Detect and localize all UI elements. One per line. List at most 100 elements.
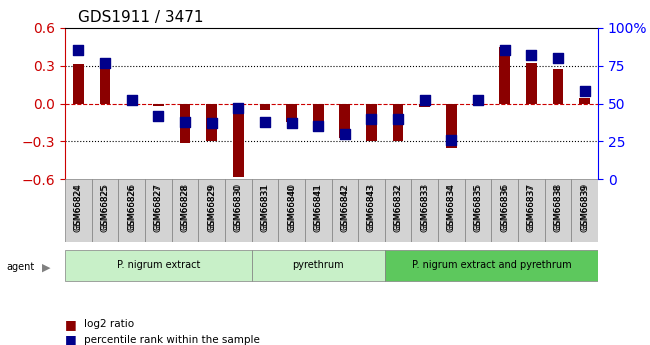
Text: GSM66824: GSM66824 [74, 184, 83, 230]
Text: GSM66834: GSM66834 [447, 183, 456, 231]
Text: GSM66828: GSM66828 [181, 183, 189, 231]
FancyBboxPatch shape [411, 179, 438, 242]
Bar [419, 104, 430, 107]
Text: GSM66837: GSM66837 [527, 184, 536, 230]
Point [126, 98, 137, 103]
FancyBboxPatch shape [305, 179, 332, 242]
Text: P. nigrum extract and pyrethrum: P. nigrum extract and pyrethrum [411, 260, 571, 270]
Text: GSM66829: GSM66829 [207, 184, 216, 230]
FancyBboxPatch shape [145, 179, 172, 242]
Text: GSM66833: GSM66833 [421, 183, 429, 232]
FancyBboxPatch shape [252, 179, 278, 242]
Text: GSM66843: GSM66843 [367, 183, 376, 231]
Bar [73, 64, 84, 104]
Bar [446, 104, 457, 148]
Point [446, 137, 456, 143]
Point [500, 48, 510, 53]
FancyBboxPatch shape [118, 179, 145, 242]
Text: ■: ■ [65, 333, 77, 345]
FancyBboxPatch shape [198, 179, 225, 242]
FancyBboxPatch shape [358, 179, 385, 242]
Bar [99, 63, 111, 104]
Bar [393, 104, 404, 141]
Text: GSM66834: GSM66834 [447, 184, 456, 230]
Text: GSM66837: GSM66837 [527, 183, 536, 232]
Text: GSM66841: GSM66841 [314, 184, 322, 230]
Point [313, 124, 324, 129]
Point [580, 89, 590, 94]
Point [259, 119, 270, 125]
Text: GSM66830: GSM66830 [234, 183, 242, 232]
FancyBboxPatch shape [571, 179, 598, 242]
Text: GSM66825: GSM66825 [101, 183, 109, 231]
Point [233, 105, 244, 111]
Bar [339, 104, 350, 138]
Text: GSM66840: GSM66840 [287, 183, 296, 231]
Text: ▶: ▶ [42, 263, 51, 272]
Text: GSM66839: GSM66839 [580, 184, 589, 230]
Text: GSM66838: GSM66838 [554, 184, 562, 230]
Text: agent: agent [6, 263, 34, 272]
Bar [366, 104, 377, 141]
Text: GSM66828: GSM66828 [181, 184, 189, 230]
Text: GSM66841: GSM66841 [314, 183, 322, 231]
Text: GSM66838: GSM66838 [554, 183, 562, 232]
Point [553, 55, 564, 61]
Text: GSM66832: GSM66832 [394, 184, 402, 230]
Text: percentile rank within the sample: percentile rank within the sample [84, 335, 261, 345]
Text: GSM66836: GSM66836 [500, 184, 509, 230]
Point [73, 48, 83, 53]
Text: GSM66840: GSM66840 [287, 184, 296, 230]
Point [339, 131, 350, 137]
Point [420, 98, 430, 103]
Text: GDS1911 / 3471: GDS1911 / 3471 [78, 10, 203, 25]
FancyBboxPatch shape [252, 250, 385, 281]
Point [367, 116, 377, 121]
Text: GSM66833: GSM66833 [421, 184, 429, 230]
Text: GSM66831: GSM66831 [261, 184, 269, 230]
FancyBboxPatch shape [385, 179, 411, 242]
FancyBboxPatch shape [385, 250, 598, 281]
Bar [552, 69, 564, 104]
Text: GSM66830: GSM66830 [234, 184, 242, 230]
FancyBboxPatch shape [225, 179, 252, 242]
Point [100, 60, 110, 65]
Text: GSM66832: GSM66832 [394, 183, 402, 231]
Text: P. nigrum extract: P. nigrum extract [116, 260, 200, 270]
Bar [233, 104, 244, 177]
Point [153, 113, 164, 118]
Point [526, 52, 537, 58]
Text: GSM66827: GSM66827 [154, 184, 162, 230]
Text: GSM66843: GSM66843 [367, 184, 376, 230]
Text: GSM66825: GSM66825 [101, 184, 109, 230]
FancyBboxPatch shape [332, 179, 358, 242]
Text: GSM66827: GSM66827 [154, 183, 162, 231]
FancyBboxPatch shape [518, 179, 545, 242]
Text: GSM66842: GSM66842 [341, 184, 349, 230]
Point [473, 98, 484, 103]
Point [287, 120, 297, 126]
Text: GSM66842: GSM66842 [341, 183, 349, 231]
Text: ■: ■ [65, 318, 77, 331]
Bar [579, 98, 590, 104]
Point [206, 120, 216, 126]
Text: GSM66826: GSM66826 [127, 184, 136, 230]
Text: log2 ratio: log2 ratio [84, 319, 135, 329]
FancyBboxPatch shape [278, 179, 305, 242]
FancyBboxPatch shape [92, 179, 118, 242]
Bar [499, 47, 510, 104]
Bar [179, 104, 190, 143]
FancyBboxPatch shape [491, 179, 518, 242]
Bar [206, 104, 217, 141]
Text: GSM66829: GSM66829 [207, 183, 216, 231]
Text: GSM66831: GSM66831 [261, 183, 269, 232]
Bar [286, 104, 297, 122]
Bar [153, 104, 164, 106]
FancyBboxPatch shape [172, 179, 198, 242]
Point [179, 119, 190, 125]
Text: GSM66839: GSM66839 [580, 183, 589, 232]
Point [393, 116, 403, 121]
Text: GSM66826: GSM66826 [127, 183, 136, 231]
FancyBboxPatch shape [545, 179, 571, 242]
FancyBboxPatch shape [65, 250, 252, 281]
